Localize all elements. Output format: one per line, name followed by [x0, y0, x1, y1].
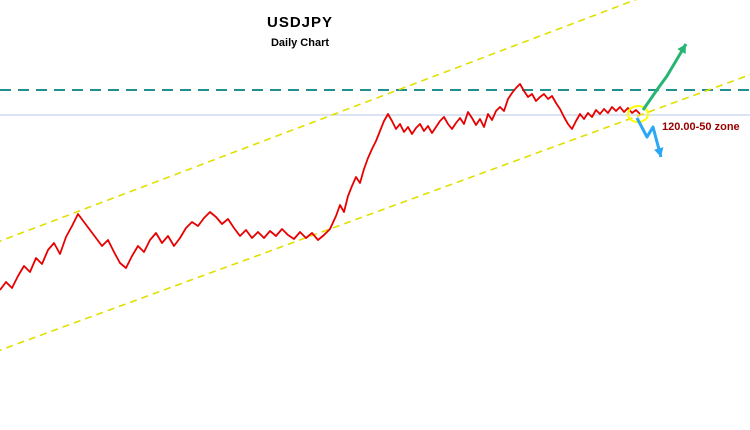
- chart-title: USDJPY: [266, 14, 334, 31]
- bullish-scenario-arrow-head: [677, 44, 686, 54]
- channel-line-1: [0, 0, 638, 242]
- chart-subtitle: Daily Chart: [270, 37, 330, 49]
- price-line: [0, 83, 641, 291]
- channel-line-0: [0, 73, 750, 352]
- bearish-scenario-arrow-head: [654, 147, 664, 157]
- bearish-scenario-arrow: [635, 117, 663, 158]
- bullish-scenario-arrow: [641, 43, 688, 111]
- zone-label: 120.00-50 zone: [662, 121, 740, 133]
